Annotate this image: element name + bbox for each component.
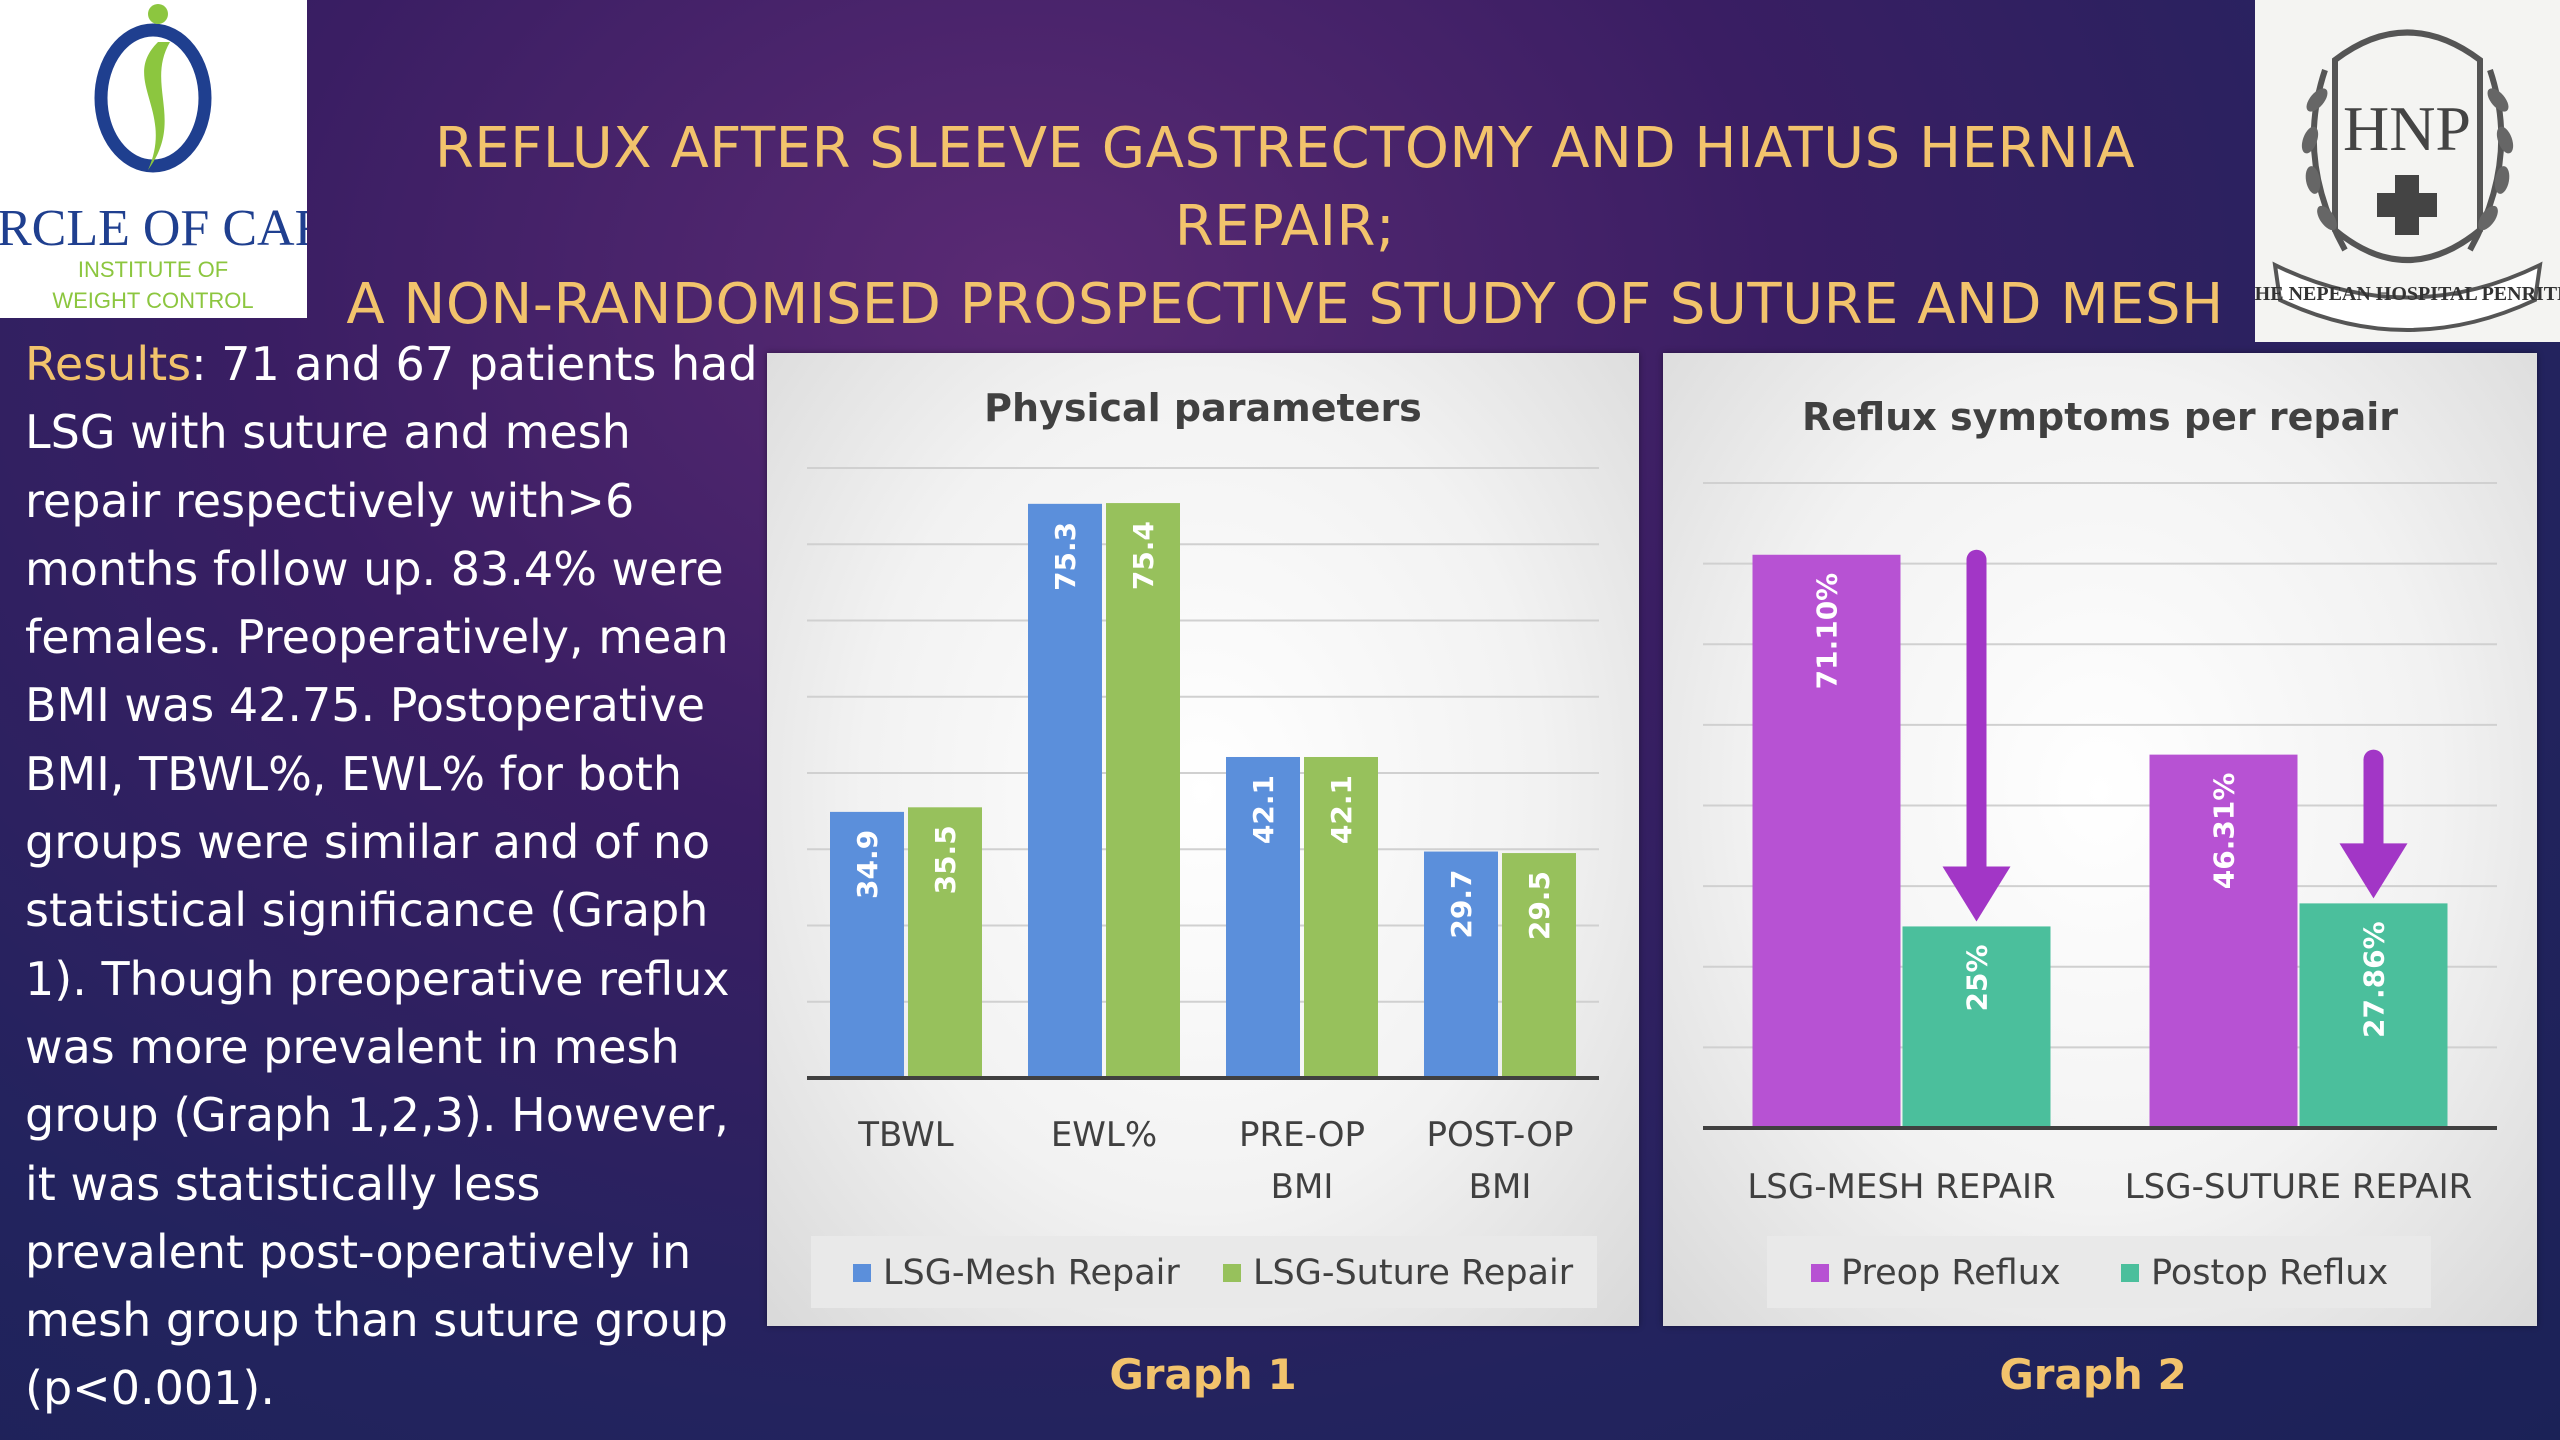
data-label: 29.7 bbox=[1445, 870, 1478, 939]
legend-label: Postop Reflux bbox=[2151, 1253, 2388, 1293]
data-label: 27.86% bbox=[2357, 921, 2390, 1038]
legend-swatch bbox=[2121, 1264, 2139, 1282]
results-lead: Results bbox=[25, 337, 192, 391]
bar bbox=[1226, 756, 1300, 1078]
category-tick-label: POST-OP bbox=[1427, 1115, 1574, 1155]
logo-sub2: WEIGHT CONTROL bbox=[52, 288, 253, 313]
chart-reflux-symptoms: Reflux symptoms per repair 71.10% 25% LSG-M… bbox=[1703, 395, 2497, 1308]
circle-of-care-logo: CIRCLE OF CARE INSTITUTE OF WEIGHT CONTR… bbox=[0, 0, 361, 318]
chart-title: Physical parameters bbox=[984, 386, 1422, 430]
logo-name: CIRCLE OF CARE bbox=[0, 200, 307, 257]
data-label: 42.1 bbox=[1325, 775, 1358, 844]
logo-leaf bbox=[144, 42, 170, 170]
legend-swatch bbox=[1811, 1264, 1829, 1282]
category-tick-label: LSG-MESH REPAIR bbox=[1747, 1167, 2055, 1207]
data-label: 25% bbox=[1960, 944, 1993, 1011]
data-label: 34.9 bbox=[851, 830, 884, 899]
category-tick-label: BMI bbox=[1469, 1167, 1532, 1207]
seal-initials: HNP bbox=[2343, 93, 2471, 164]
chart-physical-parameters: Physical parameters 34.9 35.5 TBWL 75.3 75.4 E… bbox=[807, 386, 1599, 1308]
bar bbox=[1752, 554, 1901, 1128]
bar bbox=[1424, 851, 1498, 1078]
category-tick-label: EWL% bbox=[1051, 1115, 1157, 1155]
category-tick-label: LSG-SUTURE REPAIR bbox=[2125, 1167, 2473, 1207]
page-title: REFLUX AFTER SLEEVE GASTRECTOMY AND HIAT… bbox=[320, 110, 2250, 422]
seal-cross bbox=[2377, 175, 2437, 235]
legend-label: LSG-Mesh Repair bbox=[883, 1253, 1180, 1293]
legend-label: LSG-Suture Repair bbox=[1253, 1253, 1574, 1293]
legend-swatch bbox=[853, 1264, 871, 1282]
data-label: 35.5 bbox=[929, 825, 962, 894]
data-label: 75.3 bbox=[1049, 522, 1082, 591]
logo-dot bbox=[148, 4, 168, 24]
bar bbox=[830, 811, 904, 1078]
nepean-seal-graphic: HNP THE NEPEAN HOSPITAL PENRITH bbox=[2241, 29, 2560, 332]
category-tick-label: BMI bbox=[1271, 1167, 1334, 1207]
results-body: : 71 and 67 patients had LSG with suture… bbox=[25, 337, 758, 1416]
chart-panel-physical-parameters: Physical parameters 34.9 35.5 TBWL 75.3 75.4 E… bbox=[767, 353, 1639, 1326]
down-arrow-head bbox=[2339, 843, 2408, 899]
bar bbox=[1304, 756, 1378, 1078]
category-tick-label: TBWL bbox=[857, 1115, 954, 1155]
title-line-1: REFLUX AFTER SLEEVE GASTRECTOMY AND HIAT… bbox=[434, 116, 2136, 259]
chart-panel-reflux-symptoms: Reflux symptoms per repair 71.10% 25% LSG-M… bbox=[1663, 353, 2537, 1326]
seal-banner bbox=[2272, 261, 2543, 332]
category-tick-label: PRE-OP bbox=[1239, 1115, 1365, 1155]
seal-leaves bbox=[2301, 88, 2514, 231]
bar bbox=[1028, 503, 1102, 1078]
graph1-caption: Graph 1 bbox=[1109, 1350, 1297, 1399]
data-label: 46.31% bbox=[2207, 773, 2240, 890]
nepean-hospital-seal: HNP THE NEPEAN HOSPITAL PENRITH bbox=[2241, 0, 2560, 342]
legend-box bbox=[811, 1236, 1597, 1308]
down-arrow-head bbox=[1942, 866, 2011, 922]
bar bbox=[2149, 754, 2298, 1128]
bar bbox=[1502, 853, 1576, 1078]
legend-label: Preop Reflux bbox=[1841, 1253, 2061, 1293]
seal-banner-text: THE NEPEAN HOSPITAL PENRITH bbox=[2255, 283, 2560, 305]
results-paragraph: Results: 71 and 67 patients had LSG with… bbox=[25, 330, 765, 1423]
data-label: 42.1 bbox=[1247, 775, 1280, 844]
bar bbox=[1902, 926, 2051, 1128]
data-label: 71.10% bbox=[1810, 573, 1843, 690]
legend-swatch bbox=[1223, 1264, 1241, 1282]
circle-of-care-emblem: CIRCLE OF CARE INSTITUTE OF WEIGHT CONTR… bbox=[0, 4, 361, 313]
data-label: 29.5 bbox=[1523, 871, 1556, 940]
logo-ring bbox=[94, 23, 212, 173]
graph2-caption: Graph 2 bbox=[1999, 1350, 2187, 1399]
chart-title: Reflux symptoms per repair bbox=[1802, 395, 2398, 439]
bar bbox=[2299, 903, 2448, 1128]
legend-box bbox=[1767, 1236, 2431, 1308]
data-label: 75.4 bbox=[1127, 521, 1160, 590]
bar bbox=[908, 807, 982, 1078]
bar bbox=[1106, 503, 1180, 1078]
logo-sub1: INSTITUTE OF bbox=[78, 257, 228, 282]
